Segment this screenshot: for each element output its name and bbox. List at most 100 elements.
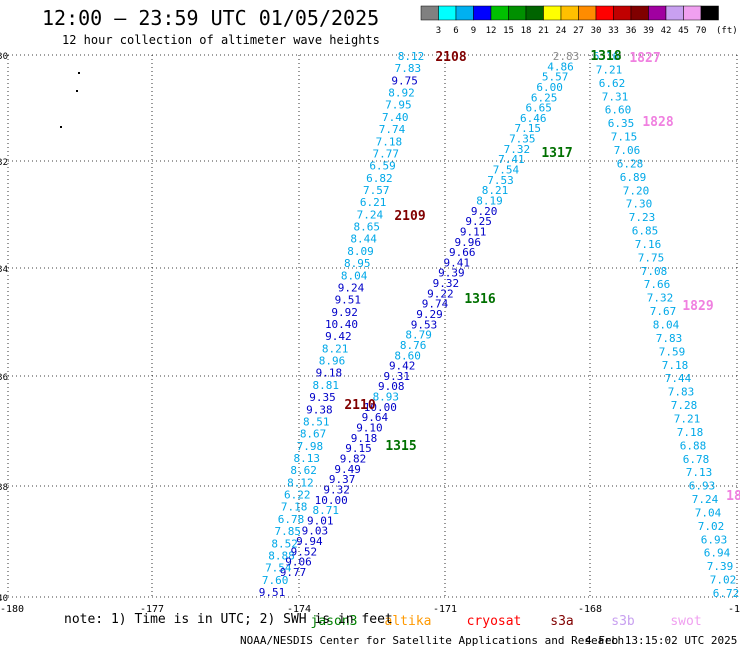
wave-height-value: 7.75 [638,251,665,264]
wave-height-value: 7.21 [674,412,701,425]
lon-tick-label: -171 [433,604,457,615]
wave-height-value: 9.64 [362,411,389,424]
wave-height-value: 7.02 [710,574,737,587]
lat-tick-label: -32 [0,158,8,168]
wave-height-value: 6.60 [605,104,632,117]
legend-label: 21 [538,26,549,34]
wave-height-value: 7.95 [385,99,412,112]
pass-time-label: 1828 [642,115,673,130]
wave-height-value: 7.16 [635,238,662,251]
wave-height-value: 8.19 [476,194,503,207]
color-legend: 3 6 9 12 15 18 21 24 27 30 33 36 39 42 45 70 (ft) [420,5,738,34]
wave-height-value: 8.96 [319,355,346,368]
wave-height-value: 6.16 [593,50,620,63]
satellite-name: altika [385,614,432,629]
wave-height-value: 8.62 [290,464,317,477]
wave-height-value: 6.46 [520,112,547,125]
wave-height-value: 9.42 [325,330,352,343]
footnote: note: 1) Time is in UTC; 2) SWH is in fe… [64,612,393,627]
wave-height-value: 8.51 [303,415,330,428]
wave-height-value: 7.60 [262,574,289,587]
island-speck [76,90,78,92]
legend-label: 27 [573,26,584,34]
wave-height-value: 9.53 [411,318,438,331]
lon-tick-label: -177 [140,604,164,615]
wave-height-value: 6.88 [680,439,707,452]
wave-height-value: 7.40 [382,111,409,124]
lat-tick-label: -40 [0,594,8,604]
wave-height-value: 9.38 [306,403,333,416]
wave-height-value: 8.12 [398,50,425,63]
wave-height-value: 7.77 [372,147,399,160]
pass-time-label: 2109 [394,209,425,224]
wave-height-value: 8.93 [373,391,400,404]
generated-timestamp: 4 Feb 13:15:02 UTC 2025 [585,634,738,647]
legend-label: 3 [436,26,441,34]
island-speck [78,72,80,74]
legend-label: 24 [556,26,567,34]
lon-tick-label: -168 [578,604,602,615]
wave-height-value: 7.18 [376,135,403,148]
wave-height-value: 7.59 [659,345,686,358]
map-subtitle: 12 hour collection of altimeter wave hei… [62,33,380,47]
wave-height-value: 9.41 [444,256,471,269]
wave-height-value: 9.82 [340,452,367,465]
wave-height-value: 9.08 [378,380,405,393]
wave-height-value: 6.93 [689,480,716,493]
wave-height-value: 9.15 [345,442,372,455]
wave-height-value: 7.98 [297,440,324,453]
wave-height-value: 9.35 [309,391,336,404]
wave-height-value: 7.31 [602,90,629,103]
wave-height-value: 6.85 [632,225,659,238]
wave-height-value: 9.77 [280,566,307,579]
wave-height-value: 8.21 [482,184,509,197]
wave-height-value: 7.54 [493,164,520,177]
wave-height-value: 8.65 [354,221,381,234]
wave-height-value: 6.94 [704,547,731,560]
note-prefix: note: 1) Time is in UTC; 2) SWH is in [64,612,362,627]
wave-height-value: 6.00 [536,81,563,94]
wave-height-value: 7.15 [515,122,542,135]
wave-height-value: 7.32 [647,292,674,305]
wave-height-value: 9.39 [438,267,465,280]
legend-label: 39 [643,26,654,34]
wave-height-value: 8.71 [313,504,340,517]
wave-height-value: 9.92 [331,306,358,319]
wave-height-value: 7.54 [265,562,292,575]
wave-height-value: 6.89 [620,171,647,184]
pass-time-label: 1317 [541,146,572,161]
wave-height-value: 7.83 [656,332,683,345]
legend-label: 30 [591,26,602,34]
wave-height-value: 6.28 [617,157,644,170]
wave-height-value: 9.25 [465,215,492,228]
wave-height-value: 6.65 [525,102,552,115]
wave-height-value: 7.24 [357,208,384,221]
wave-height-value: 7.28 [671,399,698,412]
credit-text: NOAA/NESDIS Center for Satellite Applica… [240,634,625,647]
wave-height-value: 7.67 [650,305,677,318]
wave-height-value: 6.35 [608,117,635,130]
satellite-name: s3b [611,614,635,629]
wave-height-value: 9.22 [427,287,454,300]
wave-height-value: 6.72 [713,587,740,600]
wave-height-value: 4.86 [547,60,574,73]
wave-height-value: 9.01 [307,514,334,527]
legend-label: 45 [678,26,689,34]
pass-time-label: 1315 [385,439,416,454]
wave-height-value: 9.29 [416,308,443,321]
lat-tick-label: -38 [0,483,8,493]
wave-height-value: 7.32 [504,143,531,156]
pass-time-label: 1318 [590,49,621,64]
lon-tick-label: -16 [728,604,740,615]
wave-height-value: 9.18 [351,432,378,445]
satellite-name: s3a [550,614,573,629]
lat-tick-label: -36 [0,373,8,383]
wave-height-value: 6.21 [360,196,387,209]
pass-time-label: 2110 [344,398,375,413]
legend-label: 42 [661,26,672,34]
wave-height-value: 9.49 [334,463,361,476]
wave-height-value: 6.93 [701,533,728,546]
lat-tick-label: -34 [0,265,8,275]
wave-height-value: 6.78 [683,453,710,466]
wave-height-value: 7.18 [281,501,308,514]
